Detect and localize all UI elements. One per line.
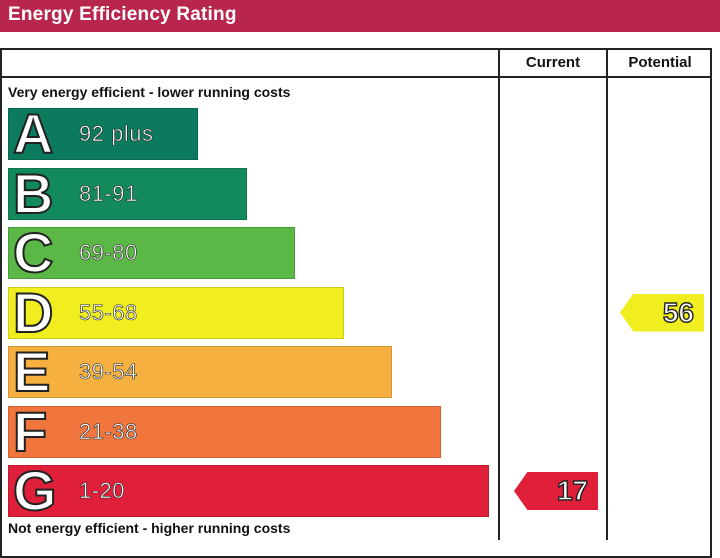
band-range: 1-20 — [79, 478, 126, 504]
current-rating-arrow: 17 — [514, 472, 598, 510]
band-letter: F — [12, 399, 48, 463]
band-letter: B — [12, 161, 54, 225]
current-column-header: Current — [525, 54, 581, 71]
band-f: F 21-38 — [8, 399, 441, 463]
current-rating-value: 17 — [556, 474, 589, 506]
band-letter: A — [12, 102, 54, 166]
potential-rating-arrow: 56 — [620, 293, 704, 332]
band-range: 92 plus — [79, 121, 154, 147]
potential-column-header: Potential — [628, 54, 692, 71]
band-range: 69-80 — [79, 240, 138, 266]
potential-rating-value: 56 — [662, 296, 695, 328]
band-range: 55-68 — [79, 299, 138, 325]
band-letter: G — [12, 459, 58, 523]
band-range: 21-38 — [79, 418, 138, 444]
band-d: D 55-68 — [8, 280, 344, 344]
band-g: G 1-20 — [8, 459, 489, 523]
chart-title: Energy Efficiency Rating — [8, 4, 237, 25]
band-b: B 81-91 — [8, 161, 247, 225]
title-bar: Energy Efficiency Rating — [0, 0, 720, 32]
potential-column-divider — [606, 48, 608, 540]
band-letter: E — [12, 340, 51, 404]
band-letter: D — [12, 280, 54, 344]
band-range: 81-91 — [79, 180, 138, 206]
band-a: A 92 plus — [8, 102, 198, 166]
header-divider — [0, 76, 712, 78]
top-caption: Very energy efficient - lower running co… — [8, 84, 291, 100]
band-e: E 39-54 — [8, 340, 392, 404]
band-letter: C — [12, 221, 54, 285]
band-c: C 69-80 — [8, 221, 295, 285]
band-range: 39-54 — [79, 359, 138, 385]
bottom-caption: Not energy efficient - higher running co… — [8, 520, 291, 536]
current-column-divider — [498, 48, 500, 540]
